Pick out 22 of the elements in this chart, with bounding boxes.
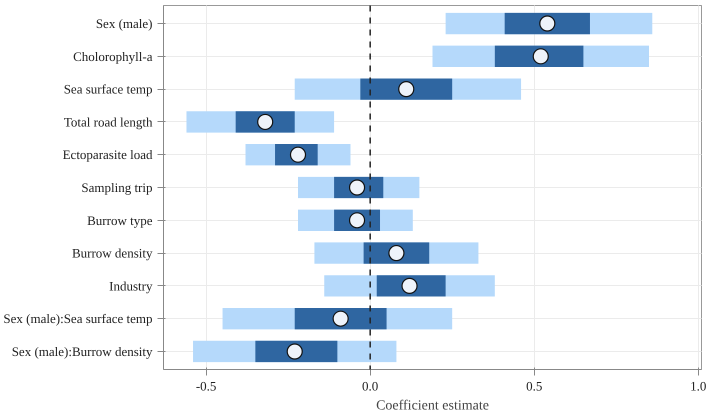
x-tick-label: 0.0 <box>362 378 378 394</box>
y-tick-label: Sex (male) <box>96 16 152 32</box>
y-tick-label: Cholorophyll-a <box>73 48 153 64</box>
y-tick-label: Total road length <box>64 114 153 130</box>
x-axis-title: Coefficient estimate <box>376 398 489 414</box>
point <box>401 278 418 294</box>
point <box>539 15 556 32</box>
y-tick-label: Sex (male):Sea surface temp <box>3 311 153 326</box>
y-tick-label: Burrow type <box>87 212 153 228</box>
x-tick-label: -0.5 <box>196 378 216 394</box>
point <box>332 310 349 327</box>
y-tick-label: Sampling trip <box>81 180 152 195</box>
y-tick-label: Sex (male):Burrow density <box>12 344 153 359</box>
y-tick-label: Industry <box>109 278 153 294</box>
x-tick-label: 0.5 <box>526 378 542 394</box>
y-tick-label: Ectoparasite load <box>62 147 153 162</box>
point <box>286 343 303 360</box>
x-tick-label: 1.0 <box>690 378 706 394</box>
point <box>532 48 549 64</box>
y-tick-label: Sea surface temp <box>64 82 153 97</box>
y-tick-label: Burrow density <box>72 246 153 261</box>
point <box>398 81 414 98</box>
